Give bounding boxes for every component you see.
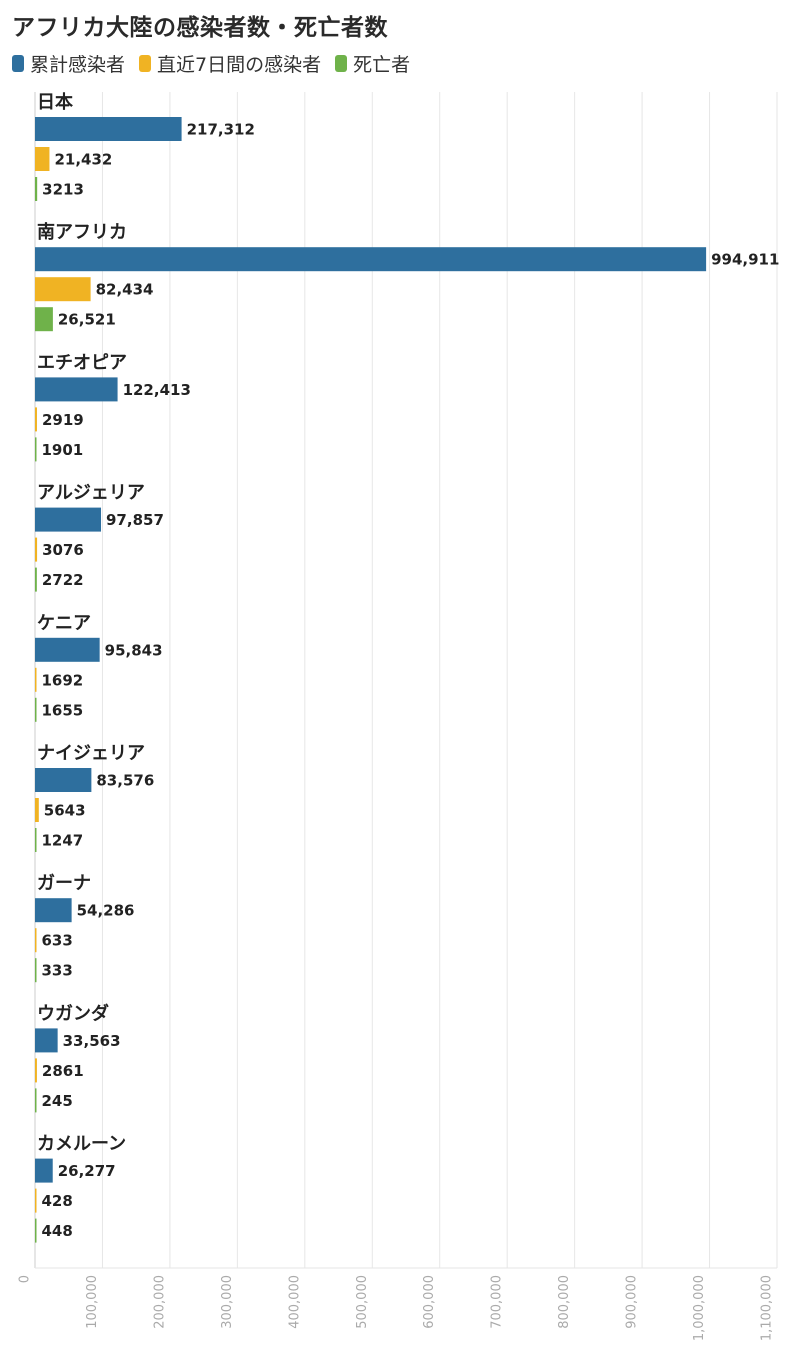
bar [35, 667, 37, 692]
x-tick-label: 600,000 [422, 1275, 437, 1329]
country-label: ウガンダ [37, 1002, 109, 1024]
x-tick-label: 300,000 [220, 1275, 235, 1329]
x-tick-label: 0 [18, 1275, 33, 1283]
bar [35, 928, 37, 953]
bar [35, 567, 37, 592]
value-label: 1692 [42, 671, 84, 689]
value-label: 21,432 [54, 151, 112, 169]
legend-item-deaths: 死亡者 [335, 50, 410, 77]
bar [35, 898, 72, 923]
value-label: 245 [42, 1092, 73, 1110]
bar [35, 377, 118, 402]
value-label: 26,521 [58, 311, 116, 329]
x-tick-label: 100,000 [85, 1275, 100, 1329]
bar [35, 177, 38, 201]
bar [35, 1218, 37, 1243]
value-label: 33,563 [63, 1032, 121, 1050]
legend-label-recent: 直近7日間の感染者 [157, 54, 322, 76]
x-tick-label: 1,100,000 [760, 1275, 775, 1341]
value-label: 3213 [42, 181, 84, 199]
bar [35, 407, 37, 432]
value-label: 2722 [42, 571, 84, 589]
value-label: 217,312 [187, 121, 255, 139]
value-label: 633 [42, 932, 73, 950]
legend-label-cumulative: 累計感染者 [30, 54, 126, 76]
bar [35, 437, 37, 462]
x-tick-label: 400,000 [287, 1275, 302, 1329]
value-label: 994,911 [711, 251, 779, 269]
country-label: ガーナ [37, 873, 91, 894]
x-tick-label: 800,000 [557, 1275, 572, 1329]
bar [35, 697, 37, 722]
x-tick-label: 200,000 [152, 1275, 167, 1329]
value-label: 26,277 [58, 1162, 116, 1180]
value-label: 5643 [44, 802, 86, 820]
bar [35, 958, 37, 983]
value-label: 97,857 [106, 511, 164, 529]
bar [35, 117, 182, 141]
country-label: アルジェリア [37, 483, 145, 504]
bar [35, 1088, 37, 1113]
value-label: 83,576 [96, 772, 154, 790]
country-label: 南アフリカ [37, 221, 127, 243]
value-label: 333 [42, 962, 73, 980]
country-label: カメルーン [37, 1134, 126, 1155]
value-label: 54,286 [77, 902, 135, 920]
bar [35, 247, 707, 272]
bar [35, 798, 39, 822]
country-label: ナイジェリア [37, 743, 145, 764]
bar [35, 637, 100, 662]
bar [35, 1058, 37, 1083]
chart-title: アフリカ大陸の感染者数・死亡者数 [12, 15, 388, 41]
value-label: 1655 [42, 701, 84, 719]
bar [35, 1188, 37, 1213]
bar [35, 768, 92, 792]
bar [35, 507, 102, 532]
bar [35, 307, 53, 332]
bar [35, 1158, 53, 1183]
legend-swatch-cumulative [12, 55, 24, 72]
legend-swatch-recent [139, 55, 152, 72]
bar [35, 147, 50, 171]
value-label: 1901 [42, 441, 84, 459]
value-label: 428 [42, 1192, 73, 1210]
x-tick-label: 700,000 [490, 1275, 505, 1329]
country-label: 日本 [37, 91, 73, 113]
legend-label-deaths: 死亡者 [353, 54, 411, 76]
legend-item-recent: 直近7日間の感染者 [139, 50, 321, 77]
legend-item-cumulative: 累計感染者 [12, 50, 125, 77]
value-label: 2919 [42, 411, 84, 429]
x-tick-label: 900,000 [625, 1275, 640, 1329]
bar [35, 537, 38, 562]
value-label: 95,843 [105, 641, 163, 659]
x-tick-label: 500,000 [355, 1275, 370, 1329]
value-label: 2861 [42, 1062, 84, 1080]
legend-swatch-deaths [335, 55, 348, 72]
value-label: 122,413 [123, 381, 191, 399]
bar [35, 277, 91, 302]
chart-legend: 累計感染者 直近7日間の感染者 死亡者 [12, 50, 424, 77]
value-label: 82,434 [96, 281, 154, 299]
value-label: 3076 [42, 541, 84, 559]
bar [35, 828, 37, 852]
value-label: 1247 [42, 832, 84, 850]
bar [35, 1028, 58, 1053]
x-tick-label: 1,000,000 [692, 1275, 707, 1341]
value-label: 448 [42, 1222, 73, 1240]
country-label: ケニア [37, 613, 91, 634]
country-label: エチオピア [37, 352, 127, 373]
